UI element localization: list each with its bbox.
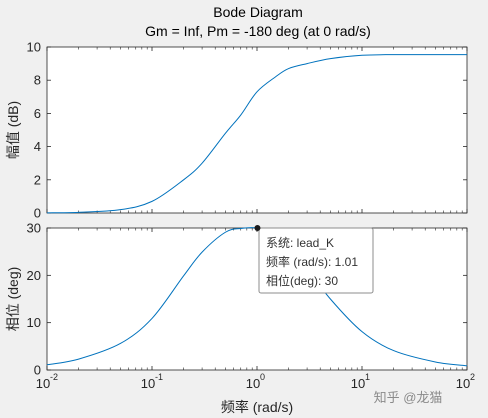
magnitude-ytick-label: 2	[34, 172, 41, 187]
magnitude-ytick-label: 0	[34, 206, 41, 221]
x-tick-exponent: 1	[365, 372, 370, 382]
x-tick-label: 10	[36, 376, 50, 391]
datatip-line-system: 系统: lead_K	[266, 236, 334, 250]
datatip-marker[interactable]	[254, 225, 261, 231]
x-tick-exponent: -2	[50, 372, 58, 382]
datatip-line-phase: 相位(deg): 30	[266, 273, 338, 288]
chart-title: Bode Diagram	[213, 4, 303, 20]
phase-ytick-label: 20	[27, 268, 41, 283]
phase-ytick-label: 30	[27, 221, 41, 236]
phase-ticks: 0 10 20 30	[27, 221, 467, 378]
x-tick-label: 10	[141, 376, 155, 391]
magnitude-curve	[46, 54, 468, 214]
phase-ytick-label: 10	[27, 315, 41, 330]
x-tick-label: 10	[456, 376, 470, 391]
x-tick-label: 10	[246, 376, 260, 391]
chart-subtitle: Gm = Inf, Pm = -180 deg (at 0 rad/s)	[145, 23, 371, 39]
x-ticks: 10 -2 10 -1 10 0 10 1 10 2	[36, 47, 475, 391]
magnitude-ytick-label: 6	[34, 106, 41, 121]
datatip-line-frequency: 频率 (rad/s): 1.01	[266, 254, 358, 269]
phase-ytick-label: 0	[34, 363, 41, 378]
magnitude-ytick-label: 10	[27, 40, 41, 55]
watermark: 知乎 @龙猫	[374, 390, 443, 405]
magnitude-axes	[46, 46, 468, 214]
x-tick-exponent: -1	[155, 372, 163, 382]
phase-axes	[46, 227, 468, 371]
datatip-box	[258, 227, 374, 294]
magnitude-ylabel: 幅值 (dB)	[5, 101, 21, 159]
magnitude-ytick-label: 8	[34, 73, 41, 88]
phase-ylabel: 相位 (deg)	[5, 267, 21, 332]
magnitude-ytick-label: 4	[34, 139, 41, 154]
x-axis-label: 频率 (rad/s)	[221, 399, 293, 415]
magnitude-curve-group	[46, 54, 468, 214]
x-tick-exponent: 2	[470, 372, 475, 382]
x-tick-exponent: 0	[260, 372, 265, 382]
x-tick-label: 10	[351, 376, 365, 391]
datatip[interactable]: 系统: lead_K 频率 (rad/s): 1.01 相位(deg): 30	[254, 225, 374, 294]
